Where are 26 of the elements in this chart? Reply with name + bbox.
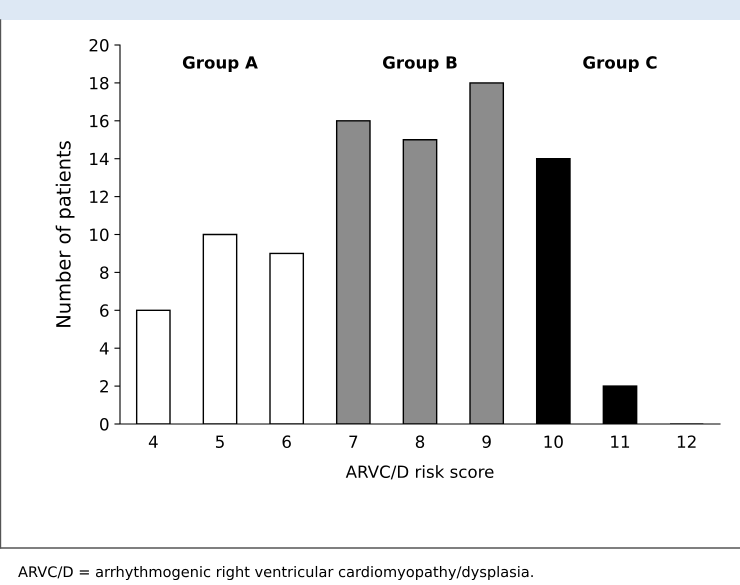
x-tick-label: 5 <box>216 436 224 448</box>
y-tick-label: 0 <box>100 418 108 431</box>
annotation: Group B <box>383 56 457 72</box>
x-tick-label: 10 <box>544 435 563 448</box>
x-tick-label: 6 <box>282 435 291 448</box>
x-tick-label: 11 <box>611 436 630 448</box>
x-tick-label: 4 <box>148 436 158 448</box>
x-tick-label: 12 <box>678 435 696 448</box>
x-axis-title: ARVC/D risk score <box>346 465 494 480</box>
annotation: Group A <box>182 56 258 72</box>
x-tick-label: 9 <box>482 435 491 448</box>
y-tick-label: 4 <box>100 342 109 355</box>
y-tick-label: 2 <box>100 380 108 392</box>
y-tick-label: 12 <box>90 190 108 203</box>
y-tick-label: 8 <box>100 266 108 279</box>
text: ARVC/D = arrhythmogenic right ventricular cardiomyopathy/dysplasia. <box>18 566 533 580</box>
annotation: Group C <box>583 56 657 72</box>
y-tick-label: 14 <box>90 152 109 166</box>
y-axis-title: Number of patients <box>56 141 74 327</box>
y-tick-label: 10 <box>90 228 108 242</box>
y-tick-label: 16 <box>90 114 109 128</box>
y-tick-label: 18 <box>90 76 108 90</box>
y-tick-label: 6 <box>100 304 109 317</box>
x-tick-label: 8 <box>416 435 424 448</box>
y-tick-label: 20 <box>90 38 108 52</box>
x-tick-label: 7 <box>349 436 358 448</box>
